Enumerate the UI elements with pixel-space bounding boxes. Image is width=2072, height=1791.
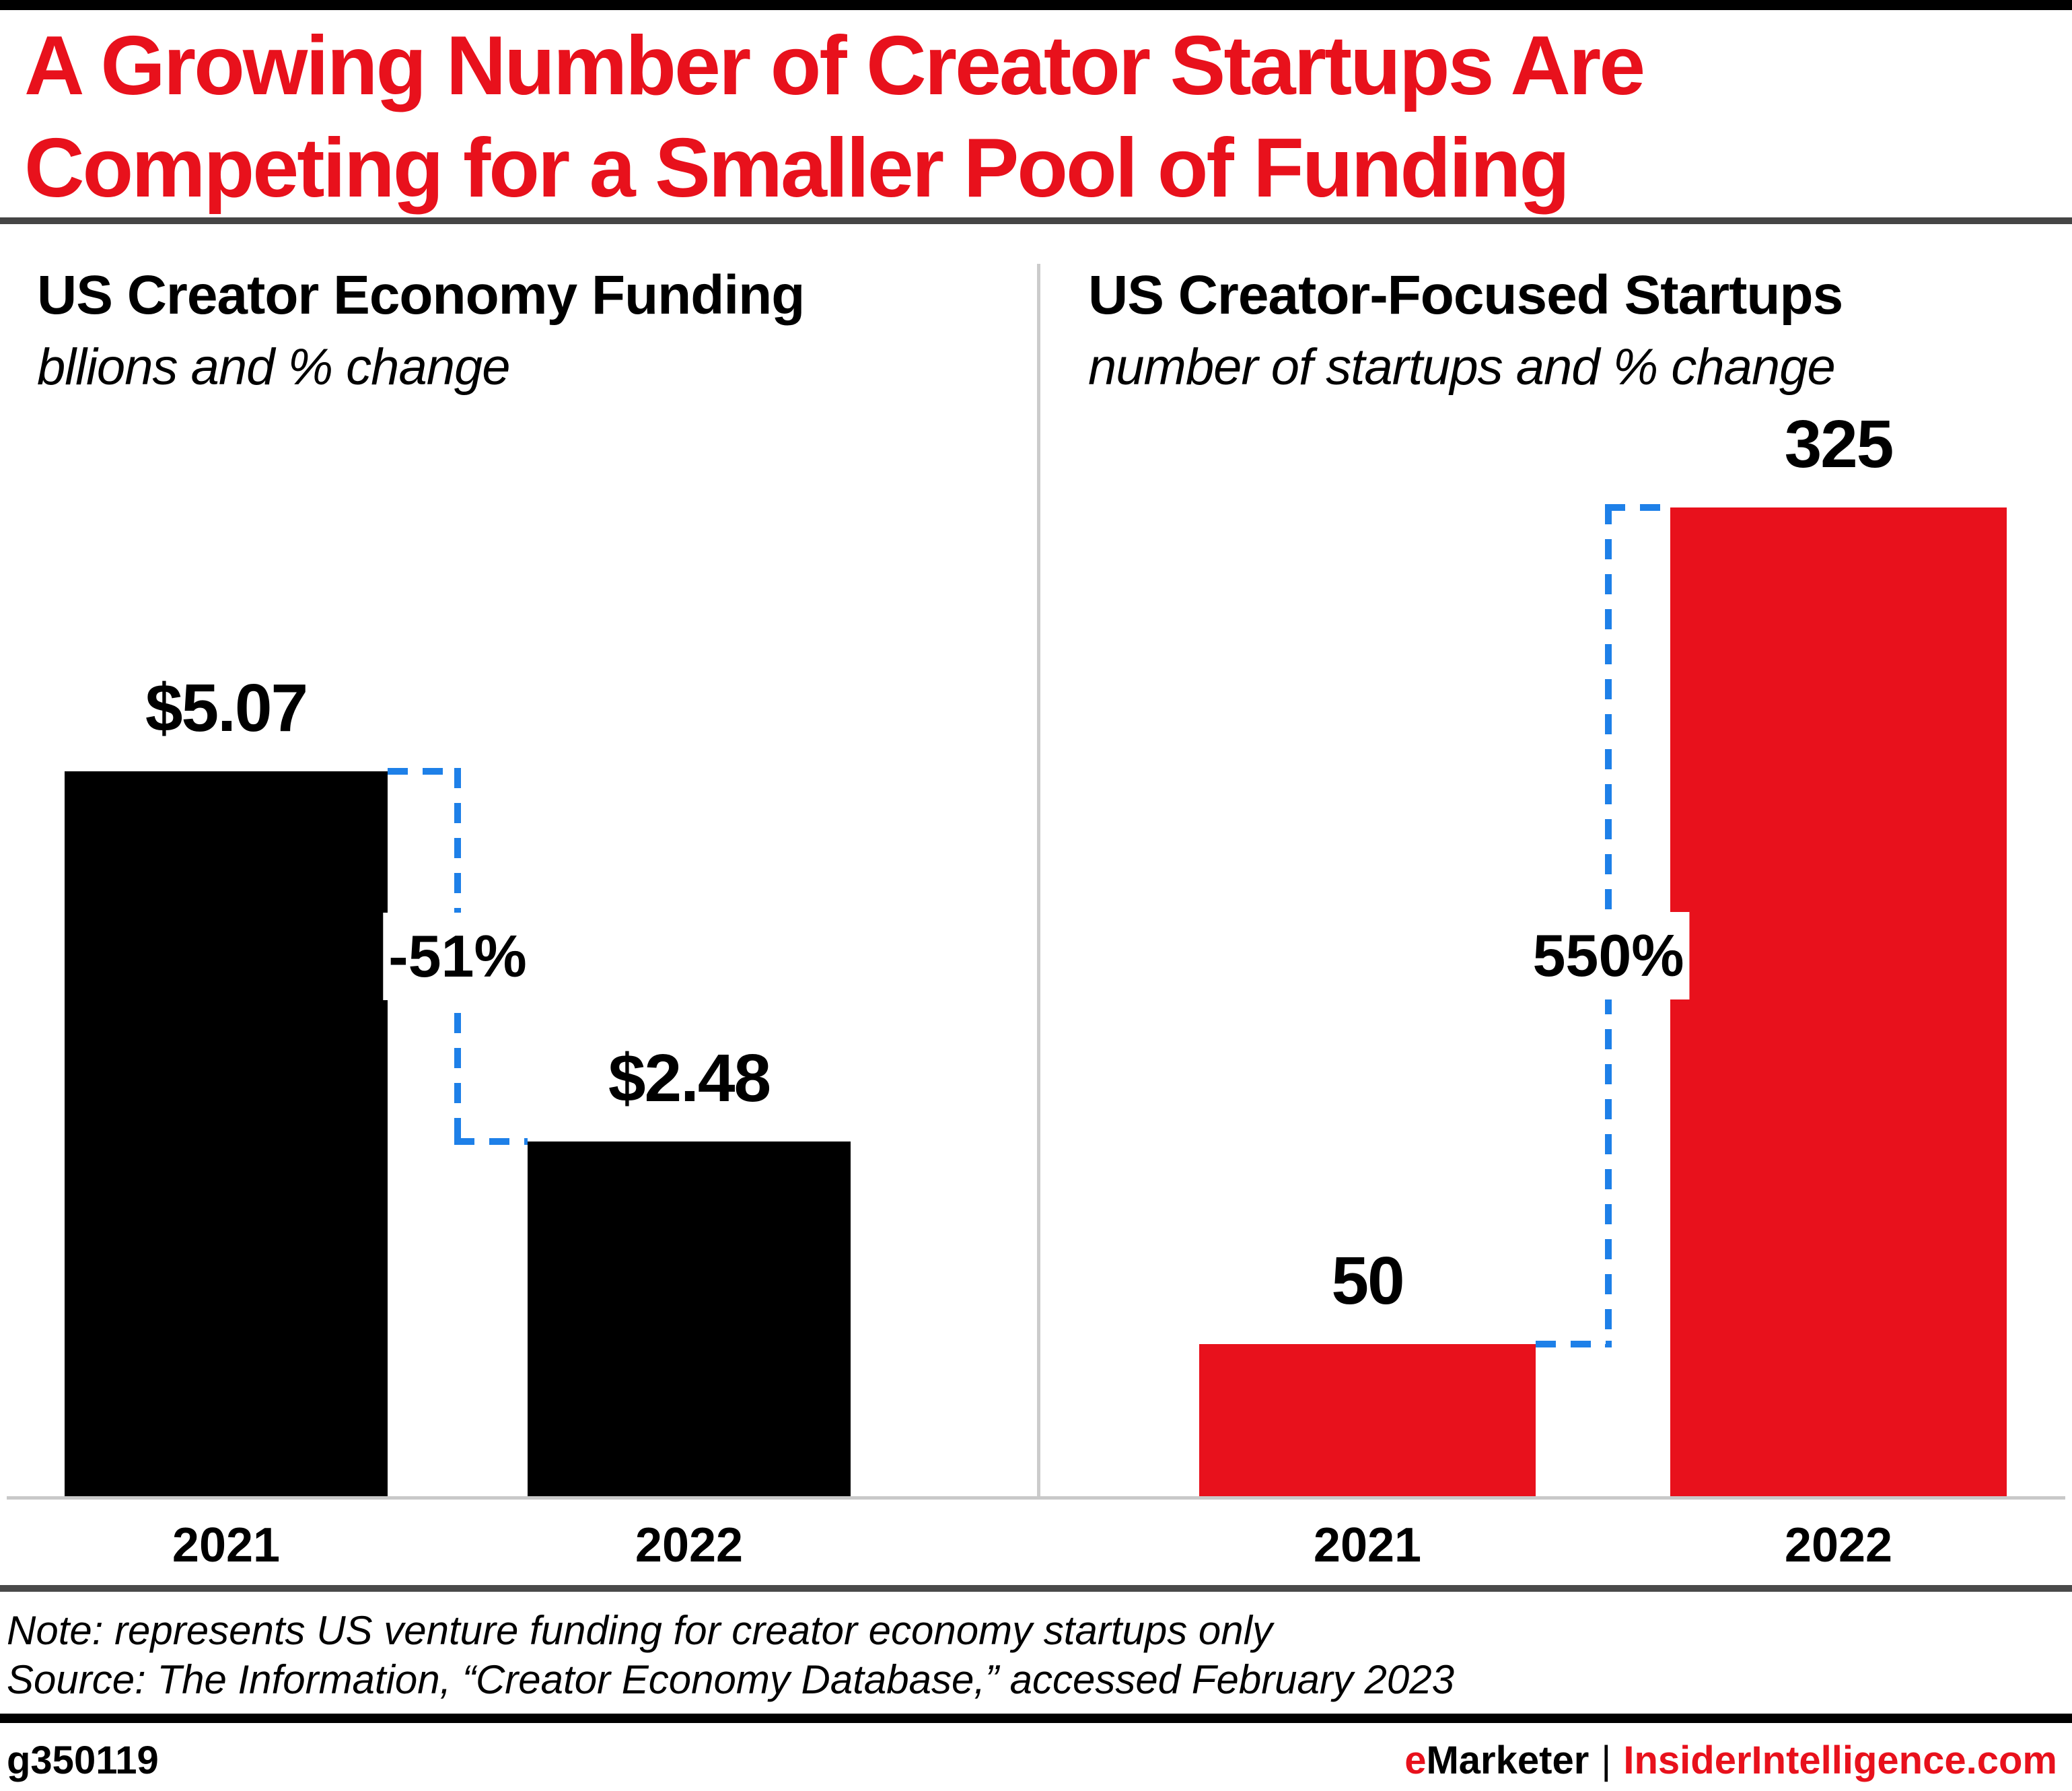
value-label-startups-2021: 50 — [1331, 1243, 1404, 1319]
change-bracket-bottom-segment-right-chart — [1536, 1341, 1612, 1347]
brand-lockup: eMarketer | InsiderIntelligence.com — [1404, 1738, 2057, 1783]
axis-label-startups-2021: 2021 — [1313, 1518, 1422, 1572]
bar-funding-2021 — [65, 771, 388, 1496]
title-divider-rule — [0, 217, 2072, 224]
page-title-line-2: Competing for a Smaller Pool of Funding — [24, 122, 1570, 215]
page-title: A Growing Number of Creator Startups Are… — [24, 15, 2016, 219]
note-text: Note: represents US venture funding for … — [7, 1608, 1273, 1653]
chart-id: g350119 — [7, 1739, 159, 1782]
brand-emarketer-rest: Marketer — [1426, 1739, 1589, 1782]
bar-startups-2021 — [1199, 1344, 1536, 1496]
change-bracket-bottom-segment-left-chart — [454, 1138, 528, 1146]
change-label-startups: 550% — [1527, 912, 1690, 999]
axis-label-funding-2021: 2021 — [172, 1518, 281, 1572]
bar-startups-2022 — [1670, 507, 2007, 1496]
change-bracket-top-segment-right-chart — [1605, 504, 1670, 511]
value-label-funding-2021: $5.07 — [145, 670, 308, 746]
page-title-line-1: A Growing Number of Creator Startups Are — [24, 20, 1645, 112]
source-text: Source: The Information, “Creator Econom… — [7, 1657, 1455, 1702]
footer-border-bar — [0, 1714, 2072, 1723]
axis-label-startups-2022: 2022 — [1784, 1518, 1893, 1572]
right-chart-title: US Creator-Focused Startups — [1088, 265, 1843, 326]
change-label-funding: -51% — [383, 913, 532, 1000]
top-border-bar — [0, 0, 2072, 10]
change-bracket-top-segment-left-chart — [388, 768, 461, 775]
axis-label-funding-2022: 2022 — [635, 1518, 744, 1572]
footnote-divider-rule — [0, 1585, 2072, 1592]
center-divider-line — [1037, 264, 1040, 1496]
right-chart-subtitle: number of startups and % change — [1088, 339, 1836, 396]
bar-funding-2022 — [528, 1142, 851, 1496]
brand-site-link: InsiderIntelligence.com — [1623, 1739, 2057, 1782]
left-chart-subtitle: bllions and % change — [37, 339, 511, 396]
brand-emarketer-e: e — [1404, 1739, 1427, 1782]
x-axis-baseline — [7, 1496, 2065, 1500]
brand-separator: | — [1601, 1739, 1612, 1782]
left-chart-title: US Creator Economy Funding — [37, 265, 805, 326]
value-label-startups-2022: 325 — [1784, 407, 1894, 482]
value-label-funding-2022: $2.48 — [608, 1041, 771, 1117]
